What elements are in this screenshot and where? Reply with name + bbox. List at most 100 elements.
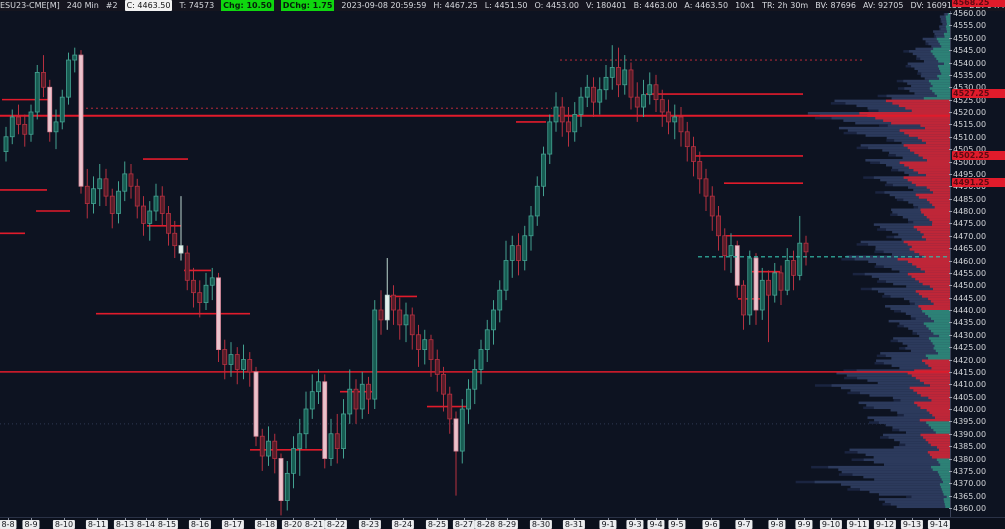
time-tick — [167, 518, 168, 521]
delta-profile-row — [946, 27, 950, 31]
price-tick-label: 4435.00 — [949, 318, 1005, 327]
candle-body — [703, 178, 709, 197]
candle-body — [434, 359, 440, 375]
delta-profile-row — [907, 178, 950, 182]
delta-profile-row — [925, 438, 950, 442]
delta-profile-row — [931, 366, 950, 370]
volume-profile-row — [911, 64, 950, 68]
volume-profile-row — [891, 357, 950, 360]
delta-profile-row — [921, 211, 950, 214]
delta-profile-row — [920, 208, 950, 212]
delta-profile-row — [943, 480, 950, 484]
candle-body — [328, 433, 334, 459]
delta-profile-row — [911, 275, 950, 278]
time-tick — [831, 518, 832, 521]
volume-profile-row — [902, 215, 950, 219]
time-tick — [437, 518, 438, 521]
delta-profile-row — [935, 349, 950, 353]
price-tick-label: 4415.00 — [949, 368, 1005, 377]
time-axis[interactable]: 8-8 8-9 8-10 8-11 8-13 8-14 8-15 8-16 8-17 8-18 8-… — [0, 517, 1005, 529]
volume-profile-row — [909, 50, 950, 53]
volume-profile-row — [841, 483, 950, 486]
time-tick — [314, 518, 315, 521]
delta-profile-row — [936, 446, 950, 449]
date-label: 9-6 — [702, 520, 720, 529]
time-tick — [293, 518, 294, 521]
volume-profile-row — [914, 67, 950, 70]
date-label: 8-21 — [302, 520, 326, 529]
delta-profile-row — [939, 483, 950, 486]
delta-profile-row — [910, 149, 950, 152]
time-tick — [711, 518, 712, 521]
candle-body — [597, 89, 603, 103]
date-label: 9-11 — [846, 520, 870, 529]
date-label: 9-5 — [668, 520, 686, 529]
delta-profile-row — [925, 354, 950, 358]
candle-body — [253, 371, 259, 437]
price-scale[interactable]: 4560.00 4555.00 4550.00 4545.00 4540.00 4535.… — [949, 0, 1005, 517]
stat-change: Chg: 10.50 — [221, 0, 274, 11]
delta-profile-row — [931, 465, 950, 469]
candle-body — [316, 381, 321, 393]
price-tick-label: 4465.00 — [949, 244, 1005, 253]
candle-body — [391, 294, 396, 311]
delta-profile-row — [930, 50, 950, 53]
volume-profile-row — [831, 384, 950, 387]
candle-body — [553, 106, 559, 123]
delta-profile-row — [891, 121, 950, 125]
volume-profile-row — [846, 374, 950, 377]
delta-profile-row — [932, 223, 950, 226]
volume-profile-row — [903, 413, 950, 417]
delta-profile-row — [915, 290, 950, 293]
date-label: 8-25 — [425, 520, 449, 529]
volume-profile-row — [906, 431, 950, 434]
delta-profile-row — [907, 272, 950, 276]
volume-profile-row — [907, 344, 950, 348]
delta-profile-row — [923, 436, 950, 439]
candle-body — [272, 440, 278, 459]
candle-body — [497, 289, 503, 311]
delta-profile-row — [941, 45, 950, 48]
volume-profile-row — [892, 426, 950, 429]
delta-profile-row — [934, 319, 950, 323]
volume-profile-row — [912, 52, 950, 56]
price-tick-label: 4400.00 — [949, 405, 1005, 414]
price-tick-label: 4450.00 — [949, 281, 1005, 290]
delta-profile-row — [922, 156, 950, 160]
volume-profile-row — [916, 55, 950, 58]
volume-profile-row — [903, 79, 950, 83]
delta-profile-row — [944, 62, 950, 65]
volume-profile-row — [890, 409, 950, 412]
time-tick — [31, 518, 32, 521]
delta-profile-row — [929, 218, 950, 221]
candle-body — [803, 242, 809, 253]
candle-body — [759, 279, 765, 311]
volume-profile-row — [856, 131, 950, 135]
price-tick-label: 4370.00 — [949, 479, 1005, 488]
delta-profile-row — [944, 503, 950, 506]
candle-body — [516, 245, 521, 261]
delta-profile-row — [927, 159, 950, 162]
volume-profile-row — [939, 15, 950, 18]
price-tick-label: 4535.00 — [949, 71, 1005, 80]
candle-body — [653, 84, 659, 101]
volume-profile-row — [885, 354, 950, 358]
delta-profile-row — [945, 505, 950, 509]
time-tick — [64, 518, 65, 521]
date-label: 8-27 — [452, 520, 476, 529]
delta-profile-row — [937, 74, 950, 78]
price-tick-label: 4460.00 — [949, 257, 1005, 266]
date-label: 8-30 — [529, 520, 553, 529]
time-tick — [486, 518, 487, 521]
delta-profile-row — [933, 332, 950, 335]
volume-profile-row — [828, 465, 950, 469]
volume-profile-row — [876, 359, 950, 362]
volume-profile-row — [902, 342, 950, 345]
chart-canvas[interactable] — [0, 11, 950, 517]
volume-profile-row — [939, 25, 950, 28]
volume-profile-row — [925, 40, 950, 43]
time-tick — [677, 518, 678, 521]
delta-profile-row — [938, 40, 950, 43]
candle-body — [259, 435, 265, 457]
candle-body — [159, 195, 165, 214]
